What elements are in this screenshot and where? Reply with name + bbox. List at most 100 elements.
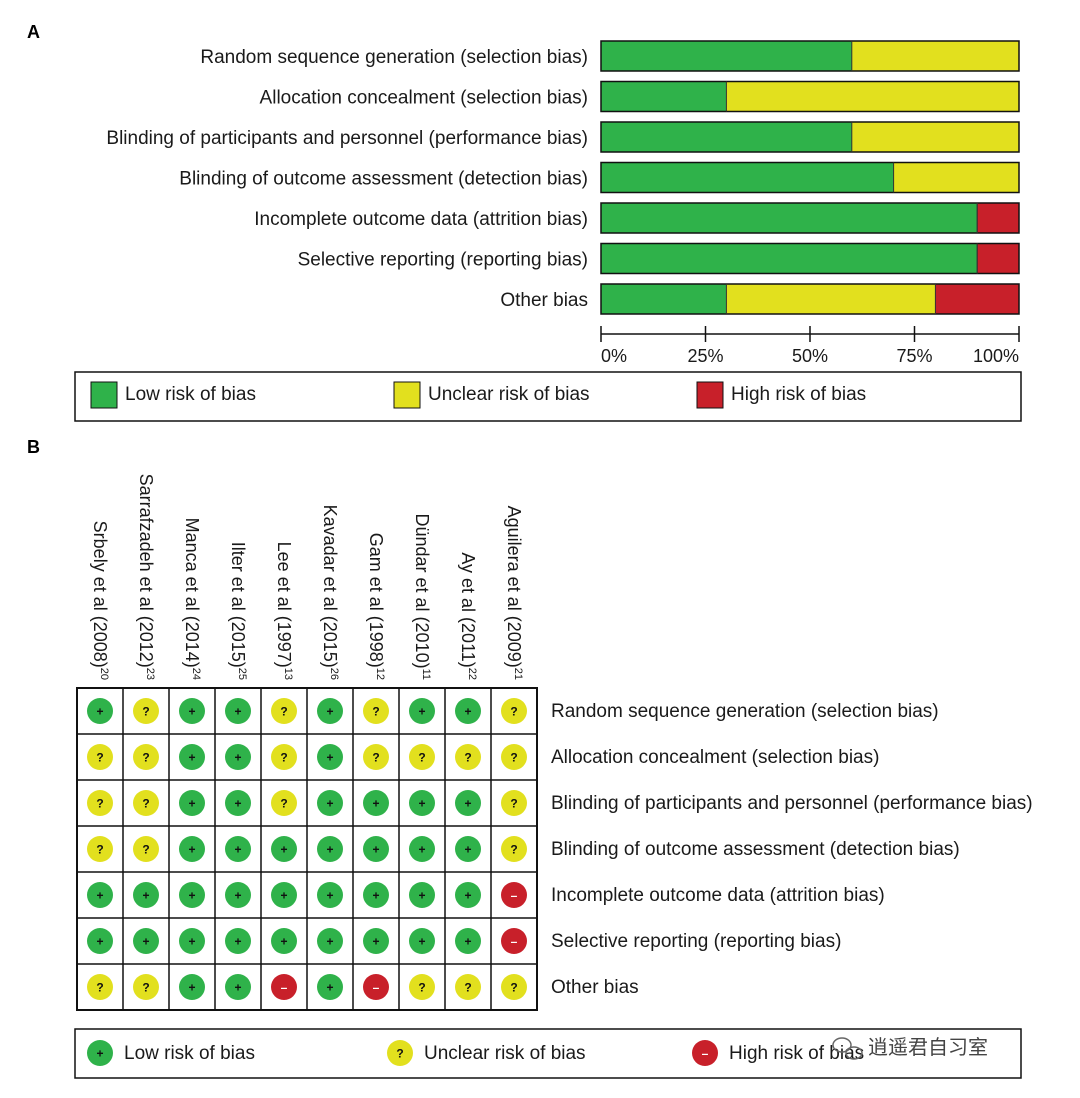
study-label-lee-et-al-1997: Lee et al (1997)13	[274, 542, 294, 680]
cell-low-srbely-et-al-2008: +	[87, 698, 113, 724]
summary-legend: + Low risk of bias? Unclear risk of bias – H…	[74, 1028, 1022, 1079]
symbol-circle	[455, 744, 481, 770]
cell-unclear-sarrafzadeh-et-al-2012: ?	[133, 974, 159, 1000]
legend-frame	[74, 1028, 1022, 1079]
cell-low-lee-et-al-1997: +	[271, 836, 297, 862]
category-label: Blinding of outcome assessment (detectio…	[179, 169, 588, 190]
symbol-circle	[87, 744, 113, 770]
bar-row-incomplete-outcome-data-attrition-bias: Incomplete outcome data (attrition bias)	[254, 202, 1020, 234]
symbol-circle	[133, 836, 159, 862]
bar-outline	[600, 283, 1020, 315]
legend-frame	[74, 371, 1022, 422]
plus-icon: +	[326, 843, 333, 857]
cell-low-kavadar-et-al-2015: +	[317, 744, 343, 770]
domain-label: Blinding of outcome assessment (detectio…	[551, 839, 960, 860]
plus-icon: +	[234, 889, 241, 903]
study-label-ilter-et-al-2015: Ilter et al (2015)25	[228, 542, 248, 680]
symbol-circle	[225, 882, 251, 908]
cell-unclear-aguilera-et-al-2009: ?	[501, 836, 527, 862]
symbol-circle	[455, 928, 481, 954]
plus-icon: +	[142, 889, 149, 903]
plus-icon: +	[326, 889, 333, 903]
plus-icon: +	[372, 797, 379, 811]
bar-segment-unclear-risk-of-bias	[726, 284, 936, 314]
plus-icon: +	[280, 935, 287, 949]
cell-low-ilter-et-al-2015: +	[225, 974, 251, 1000]
domain-label: Random sequence generation (selection bi…	[551, 701, 939, 722]
symbol-circle	[179, 836, 205, 862]
question-icon: ?	[280, 751, 287, 765]
question-icon: ?	[372, 751, 379, 765]
plus-icon: +	[418, 889, 425, 903]
plus-icon: +	[372, 935, 379, 949]
bar-outline	[600, 40, 1020, 72]
symbol-circle	[363, 974, 389, 1000]
minus-icon: –	[281, 981, 288, 995]
symbol-circle	[271, 698, 297, 724]
summary-row-random-sequence-generation-selection-bias: +? + +? +? + +? Random sequence generation (se…	[87, 698, 939, 724]
category-label: Selective reporting (reporting bias)	[298, 250, 588, 271]
symbol-circle	[455, 790, 481, 816]
plus-icon: +	[326, 751, 333, 765]
question-icon: ?	[142, 797, 149, 811]
domain-label: Allocation concealment (selection bias)	[551, 747, 879, 768]
symbol-circle	[409, 882, 435, 908]
study-label-sarrafzadeh-et-al-2012: Sarrafzadeh et al (2012)23	[136, 474, 156, 680]
x-tick-label: 0%	[601, 346, 627, 366]
symbol-circle	[271, 744, 297, 770]
bar-outline	[600, 121, 1020, 153]
bar-segment-low-risk-of-bias	[601, 162, 894, 193]
cell-low-ay-et-al-2011: +	[455, 698, 481, 724]
symbol-circle	[133, 974, 159, 1000]
question-icon: ?	[464, 981, 471, 995]
cell-unclear-lee-et-al-1997: ?	[271, 744, 297, 770]
question-icon: ?	[510, 705, 517, 719]
symbol-circle	[179, 974, 205, 1000]
symbol-circle	[225, 744, 251, 770]
symbol-circle	[317, 698, 343, 724]
domain-label: Blinding of participants and personnel (…	[551, 793, 1033, 814]
cell-low-ay-et-al-2011: +	[455, 928, 481, 954]
symbol-circle	[409, 974, 435, 1000]
question-icon: ?	[510, 843, 517, 857]
plus-icon: +	[418, 843, 425, 857]
plus-icon: +	[96, 935, 103, 949]
plus-icon: +	[418, 705, 425, 719]
cell-low-kavadar-et-al-2015: +	[317, 836, 343, 862]
bar-row-blinding-of-outcome-assessment-detection-bias: Blinding of outcome assessment (detectio…	[179, 161, 1020, 194]
symbol-circle	[225, 928, 251, 954]
symbol-circle	[179, 744, 205, 770]
cell-low-manca-et-al-2014: +	[179, 698, 205, 724]
bar-outline	[600, 242, 1020, 275]
cell-unclear-aguilera-et-al-2009: ?	[501, 744, 527, 770]
bar-row-allocation-concealment-selection-bias: Allocation concealment (selection bias)	[260, 80, 1020, 113]
plus-icon: +	[326, 981, 333, 995]
symbol-circle	[409, 836, 435, 862]
cell-unclear-lee-et-al-1997: ?	[271, 698, 297, 724]
minus-icon: –	[373, 981, 380, 995]
cell-low-srbely-et-al-2008: +	[87, 882, 113, 908]
symbol-circle	[501, 744, 527, 770]
cell-low-gam-et-al-1998: +	[363, 928, 389, 954]
bar-segment-high-risk-of-bias	[935, 284, 1019, 314]
bar-outline	[600, 202, 1020, 234]
cell-unclear-gam-et-al-1998: ?	[363, 744, 389, 770]
legend-label: Low risk of bias	[125, 384, 256, 405]
symbol-circle	[87, 974, 113, 1000]
cell-unclear-sarrafzadeh-et-al-2012: ?	[133, 836, 159, 862]
cell-unclear-aguilera-et-al-2009: ?	[501, 974, 527, 1000]
symbol-circle	[363, 928, 389, 954]
bar-segment-low-risk-of-bias	[601, 284, 727, 314]
symbol-circle	[225, 698, 251, 724]
study-label-manca-et-al-2014: Manca et al (2014)24	[182, 518, 202, 680]
symbol-circle	[133, 790, 159, 816]
cell-high-aguilera-et-al-2009: –	[501, 882, 527, 908]
cell-low-ilter-et-al-2015: +	[225, 928, 251, 954]
legend-swatch	[90, 381, 118, 409]
symbol-circle	[179, 698, 205, 724]
symbol-circle	[501, 836, 527, 862]
symbol-circle	[87, 1040, 113, 1066]
study-label-d-ndar-et-al-2010: Dündar et al (2010)11	[412, 513, 432, 680]
cell-low-kavadar-et-al-2015: +	[317, 928, 343, 954]
legend-swatch	[393, 381, 421, 409]
